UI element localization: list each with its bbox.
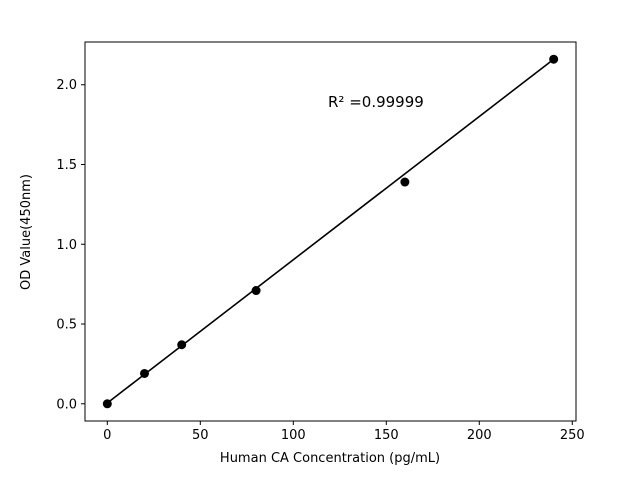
- data-point-marker: [400, 177, 410, 187]
- x-tick-label: 100: [281, 428, 306, 443]
- x-tick-label: 150: [374, 428, 399, 443]
- x-tick-label: 50: [192, 428, 209, 443]
- y-tick-label: 1.0: [56, 238, 77, 253]
- x-tick-label: 250: [560, 428, 585, 443]
- data-point-marker: [549, 54, 559, 64]
- x-tick-label: 200: [467, 428, 492, 443]
- axes-frame: [84, 41, 577, 422]
- data-point-marker: [102, 399, 112, 409]
- data-point-marker: [251, 286, 261, 296]
- plot-area: 0 50 100 150 200 250 0.0 0.5 1.0 1.5 2.0: [56, 41, 585, 443]
- x-axis-label: Human CA Concentration (pg/mL): [220, 451, 440, 466]
- y-tick-label: 1.5: [56, 158, 77, 173]
- y-tick-label: 2.0: [56, 78, 77, 93]
- data-point-marker: [140, 368, 150, 378]
- y-axis-label: OD Value(450nm): [19, 174, 34, 290]
- r-squared-annotation: R² =0.99999: [328, 93, 424, 111]
- x-tick-label: 0: [103, 428, 111, 443]
- y-tick-label: 0.5: [56, 318, 77, 333]
- data-point-marker: [177, 340, 187, 350]
- y-tick-label: 0.0: [56, 397, 77, 412]
